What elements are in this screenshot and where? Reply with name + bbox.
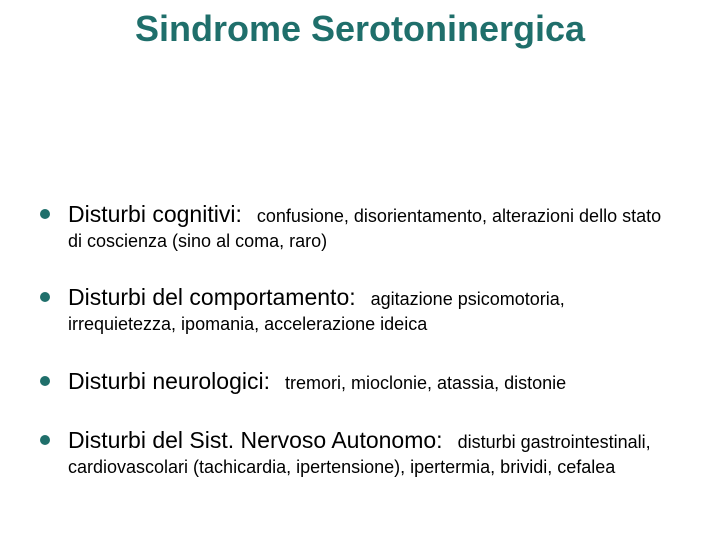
bullet-icon <box>40 435 50 445</box>
item-detail-cont: irrequietezza, ipomania, accelerazione i… <box>68 314 427 334</box>
item-detail-cont: cardiovascolari (tachicardia, ipertensio… <box>68 457 615 477</box>
list-item: Disturbi cognitivi: confusione, disorien… <box>40 200 680 253</box>
bullet-icon <box>40 209 50 219</box>
list-item: Disturbi neurologici: tremori, mioclonie… <box>40 367 680 397</box>
bullet-icon <box>40 292 50 302</box>
item-lead: Disturbi del Sist. Nervoso Autonomo: <box>68 427 443 453</box>
content-area: Disturbi cognitivi: confusione, disorien… <box>40 200 680 510</box>
item-detail-inline: agitazione psicomotoria, <box>371 289 565 309</box>
list-item: Disturbi del comportamento: agitazione p… <box>40 283 680 336</box>
bullet-icon <box>40 376 50 386</box>
item-detail-cont: di coscienza (sino al coma, raro) <box>68 231 327 251</box>
item-text: Disturbi del comportamento: agitazione p… <box>68 283 680 336</box>
item-detail-inline: confusione, disorientamento, alterazioni… <box>257 206 661 226</box>
item-text: Disturbi del Sist. Nervoso Autonomo: dis… <box>68 426 680 479</box>
item-text: Disturbi neurologici: tremori, mioclonie… <box>68 367 680 397</box>
item-detail-inline: tremori, mioclonie, atassia, distonie <box>285 373 566 393</box>
item-detail-inline: disturbi gastrointestinali, <box>458 432 651 452</box>
item-lead: Disturbi cognitivi: <box>68 201 242 227</box>
item-text: Disturbi cognitivi: confusione, disorien… <box>68 200 680 253</box>
list-item: Disturbi del Sist. Nervoso Autonomo: dis… <box>40 426 680 479</box>
slide-title: Sindrome Serotoninergica <box>0 8 720 50</box>
item-lead: Disturbi del comportamento: <box>68 284 356 310</box>
item-lead: Disturbi neurologici: <box>68 368 270 394</box>
